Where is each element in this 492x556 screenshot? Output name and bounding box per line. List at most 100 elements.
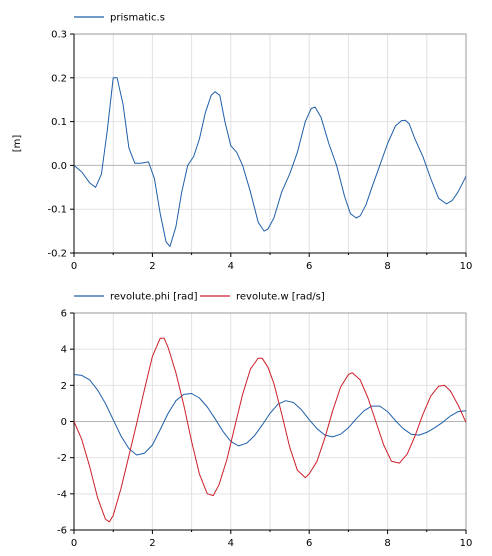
data-point [191, 441, 192, 442]
data-point [250, 191, 251, 192]
x-tick-label: 6 [306, 261, 312, 272]
data-point [264, 231, 265, 232]
data-point [458, 411, 459, 412]
top-chart-panel: 0.3 0.2 0.1 0.0 -0.1 -0.2 0 2 4 6 8 10 [m] prismatic.… [12, 13, 472, 273]
data-point [246, 443, 247, 444]
data-point [166, 241, 167, 242]
data-point [73, 165, 74, 166]
data-point [107, 130, 108, 131]
y-tick-label: -0.2 [47, 249, 67, 260]
data-point [81, 375, 82, 376]
data-point [262, 425, 263, 426]
x-tick-label: 10 [460, 538, 473, 549]
data-point [242, 394, 243, 395]
data-point [465, 410, 466, 411]
data-point [450, 416, 451, 417]
data-point [293, 402, 294, 403]
data-point [320, 117, 321, 118]
data-point [458, 191, 459, 192]
data-point [365, 204, 366, 205]
data-point [348, 374, 349, 375]
data-point [434, 427, 435, 428]
data-point [205, 112, 206, 113]
data-point [152, 356, 153, 357]
data-point [444, 385, 445, 386]
data-point [309, 473, 310, 474]
data-point [128, 147, 129, 148]
data-point [371, 406, 372, 407]
data-point [215, 91, 216, 92]
data-point [89, 466, 90, 467]
series-line-0 [73, 77, 467, 247]
x-tick-label: 2 [149, 538, 155, 549]
data-point [164, 338, 165, 339]
y-tick-label: 0.0 [51, 161, 67, 172]
data-point [438, 386, 439, 387]
data-point [442, 422, 443, 423]
data-point [218, 484, 219, 485]
data-point [81, 171, 82, 172]
x-tick-label: 0 [71, 538, 77, 549]
data-point [379, 406, 380, 407]
data-point [316, 428, 317, 429]
x-tick-label: 6 [306, 538, 312, 549]
data-point [175, 372, 176, 373]
data-point [160, 338, 161, 339]
data-point [430, 178, 431, 179]
data-point [105, 519, 106, 520]
data-point [465, 176, 466, 177]
data-point [375, 421, 376, 422]
data-point [452, 200, 453, 201]
data-point [183, 394, 184, 395]
data-point [356, 217, 357, 218]
data-point [242, 165, 243, 166]
data-point [414, 139, 415, 140]
data-point [328, 143, 329, 144]
y-tick-label: 0 [61, 417, 67, 428]
series-line-0 [73, 374, 467, 456]
data-point [113, 77, 114, 78]
y-tick-label: 0.1 [51, 117, 67, 128]
y-axis-label: [m] [12, 135, 23, 153]
data-point [414, 435, 415, 436]
data-point [426, 432, 427, 433]
data-point [128, 455, 129, 456]
data-point [97, 497, 98, 498]
data-point [311, 108, 312, 109]
data-point [154, 178, 155, 179]
data-point [360, 379, 361, 380]
data-point [140, 163, 141, 164]
data-point [324, 437, 325, 438]
data-point [101, 174, 102, 175]
data-point [238, 445, 239, 446]
bottom-chart-panel: 6 4 2 0 -2 -4 -6 0 2 4 6 8 10 revolute.phi [rad] revol… [57, 292, 472, 550]
data-point [113, 419, 114, 420]
data-point [215, 418, 216, 419]
data-point [458, 405, 459, 406]
data-point [113, 515, 114, 516]
data-point [148, 161, 149, 162]
y-tick-label: 4 [61, 345, 67, 356]
y-tick-label: -2 [57, 453, 67, 464]
data-point [401, 120, 402, 121]
data-point [348, 427, 349, 428]
y-tick-label: 0.2 [51, 73, 67, 84]
data-point [273, 217, 274, 218]
data-point [236, 152, 237, 153]
data-point [234, 426, 235, 427]
data-point [387, 411, 388, 412]
data-point [281, 414, 282, 415]
data-point [465, 422, 466, 423]
y-tick-label: -6 [57, 526, 67, 537]
data-point [289, 174, 290, 175]
data-point [289, 446, 290, 447]
data-point [309, 419, 310, 420]
data-point [254, 435, 255, 436]
x-tick-label: 8 [384, 261, 390, 272]
data-point [89, 379, 90, 380]
x-tick-label: 8 [384, 538, 390, 549]
data-point [193, 156, 194, 157]
data-point [405, 120, 406, 121]
data-point [364, 410, 365, 411]
data-point [422, 156, 423, 157]
